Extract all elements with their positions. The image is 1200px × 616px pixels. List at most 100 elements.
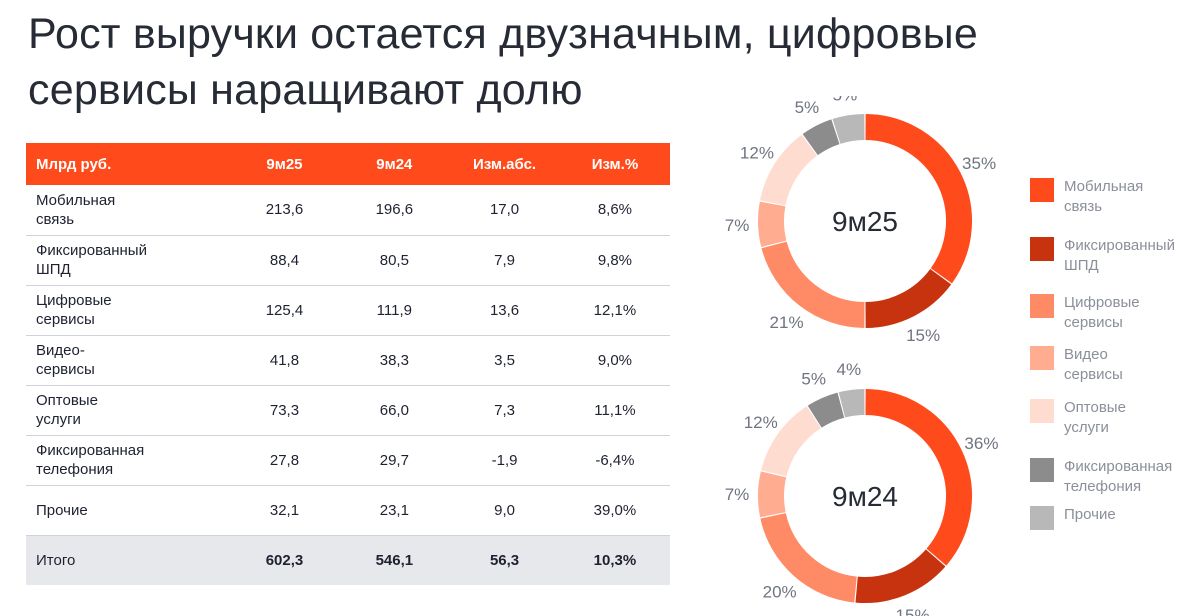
donut-chart-9m25: 35% 15% 21% 7% 12% 5% 5% 9м25 bbox=[725, 96, 996, 345]
slice-label: 5% bbox=[795, 98, 820, 117]
legend-item: Видео сервисы bbox=[1030, 343, 1200, 387]
cell-abs: 13,6 bbox=[489, 301, 520, 319]
table-row: Видео-сервисы 41,8 38,3 3,5 9,0% bbox=[26, 335, 670, 385]
legend-label: Оптовые услуги bbox=[1064, 399, 1126, 436]
donut-slice bbox=[758, 471, 787, 518]
cell-9m25: 32,1 bbox=[269, 501, 300, 519]
row-name: Мобильная связь bbox=[36, 191, 116, 228]
cell-9m25: 88,4 bbox=[269, 251, 300, 269]
cell-9m24: 29,7 bbox=[379, 451, 409, 469]
cell-abs: 3,5 bbox=[494, 351, 515, 369]
cell-9m24: 66,0 bbox=[379, 401, 409, 419]
donut-chart-9m24: 36% 15% 20% 7% 12% 5% 4% 9м24 bbox=[725, 360, 999, 616]
slice-label: 35% bbox=[962, 154, 996, 173]
legend-item: Фиксированный ШПД bbox=[1030, 234, 1200, 278]
legend-swatch bbox=[1030, 237, 1054, 261]
total-name: Итого bbox=[36, 551, 76, 569]
header-abs-change: Изм.абс. bbox=[473, 155, 537, 173]
legend-label: Фиксированный ШПД bbox=[1064, 237, 1175, 274]
donut-slice bbox=[865, 114, 972, 284]
slice-label: 15% bbox=[896, 606, 930, 616]
total-9m24: 546,1 bbox=[375, 551, 414, 569]
table-row: Фиксированная телефония 27,8 29,7 -1,9 -6… bbox=[26, 435, 670, 485]
table-row: Оптовые услуги 73,3 66,0 7,3 11,1% bbox=[26, 385, 670, 435]
donut-center-label: 9м24 bbox=[832, 481, 898, 512]
legend-swatch bbox=[1030, 178, 1054, 202]
cell-abs: 17,0 bbox=[489, 201, 520, 219]
donut-slice bbox=[865, 268, 952, 328]
cell-abs: 7,3 bbox=[494, 401, 515, 419]
total-abs: 56,3 bbox=[489, 551, 520, 569]
row-name: Прочие bbox=[36, 501, 88, 519]
legend-item: Фиксированная телефония bbox=[1030, 455, 1200, 499]
row-name: Фиксированная телефония bbox=[36, 442, 145, 478]
donut-slice bbox=[758, 201, 787, 247]
cell-pct: 39,0% bbox=[593, 501, 637, 519]
donut-slice bbox=[807, 392, 845, 428]
header-pct-change: Изм.% bbox=[591, 155, 639, 173]
cell-9m25: 41,8 bbox=[269, 351, 300, 369]
table-row: Цифровые сервисы 125,4 111,9 13,6 12,1% bbox=[26, 285, 670, 335]
cell-abs: 9,0 bbox=[494, 501, 515, 519]
slice-label: 7% bbox=[725, 216, 750, 235]
cell-9m25: 73,3 bbox=[269, 401, 300, 419]
legend-label: Цифровые сервисы bbox=[1064, 294, 1140, 331]
cell-9m24: 196,6 bbox=[375, 201, 414, 219]
legend-swatch bbox=[1030, 294, 1054, 318]
slice-label: 20% bbox=[763, 582, 797, 601]
page-title-line1: Рост выручки остается двузначным, цифров… bbox=[28, 10, 979, 58]
legend-item: Мобильная связь bbox=[1030, 175, 1200, 219]
cell-9m24: 38,3 bbox=[379, 351, 409, 369]
header-9m25: 9м25 bbox=[266, 155, 303, 173]
legend-label: Мобильная связь bbox=[1064, 178, 1144, 215]
donut-slice bbox=[761, 241, 865, 328]
legend-swatch bbox=[1030, 346, 1054, 370]
donut-slice bbox=[760, 512, 858, 603]
header-units: Млрд руб. bbox=[36, 155, 112, 173]
legend-item: Прочие bbox=[1030, 503, 1200, 547]
donut-slice bbox=[760, 134, 818, 206]
legend-swatch bbox=[1030, 458, 1054, 482]
legend-swatch bbox=[1030, 506, 1054, 530]
slice-label: 5% bbox=[801, 370, 826, 389]
total-9m25: 602,3 bbox=[265, 551, 304, 569]
page-title-line2: сервисы наращивают долю bbox=[28, 66, 583, 114]
revenue-table: Млрд руб. 9м25 9м24 Изм.абс. Изм.% Мобил… bbox=[26, 143, 670, 585]
row-name: Фиксированный ШПД bbox=[36, 242, 147, 278]
cell-9m25: 125,4 bbox=[265, 301, 304, 319]
legend-label: Фиксированная телефония bbox=[1064, 458, 1173, 495]
slice-label: 4% bbox=[837, 360, 862, 379]
slice-label: 21% bbox=[770, 313, 804, 332]
cell-9m24: 23,1 bbox=[379, 501, 409, 519]
table-total-row: Итого 602,3 546,1 56,3 10,3% bbox=[26, 535, 670, 585]
header-9m24: 9м24 bbox=[376, 155, 413, 173]
donut-center-label: 9м25 bbox=[832, 206, 898, 237]
donut-slice bbox=[838, 389, 865, 418]
cell-pct: 8,6% bbox=[597, 201, 633, 219]
row-name: Оптовые услуги bbox=[36, 392, 98, 428]
slice-label: 15% bbox=[906, 326, 940, 345]
slice-label: 5% bbox=[833, 96, 858, 105]
legend-label: Видео сервисы bbox=[1064, 346, 1123, 383]
cell-9m24: 80,5 bbox=[379, 251, 409, 269]
legend-swatch bbox=[1030, 399, 1054, 423]
donut-slice bbox=[761, 406, 822, 477]
cell-pct: 12,1% bbox=[593, 301, 637, 319]
page-title: Рост выручки остается двузначным, цифров… bbox=[28, 6, 1128, 118]
cell-pct: -6,4% bbox=[595, 451, 635, 469]
cell-9m25: 27,8 bbox=[269, 451, 300, 469]
slice-label: 12% bbox=[740, 143, 774, 162]
cell-pct: 9,8% bbox=[597, 251, 633, 269]
donut-slice bbox=[832, 114, 865, 144]
table-row: Фиксированный ШПД 88,4 80,5 7,9 9,8% bbox=[26, 235, 670, 285]
row-name: Видео-сервисы bbox=[36, 342, 95, 378]
cell-pct: 9,0% bbox=[597, 351, 633, 369]
legend-label: Прочие bbox=[1064, 506, 1116, 523]
slice-label: 36% bbox=[964, 434, 998, 453]
cell-abs: -1,9 bbox=[491, 451, 518, 469]
cell-9m24: 111,9 bbox=[376, 301, 412, 319]
donut-slice bbox=[865, 389, 972, 566]
total-pct: 10,3% bbox=[593, 551, 637, 569]
row-name: Цифровые сервисы bbox=[36, 292, 112, 328]
cell-9m25: 213,6 bbox=[265, 201, 304, 219]
